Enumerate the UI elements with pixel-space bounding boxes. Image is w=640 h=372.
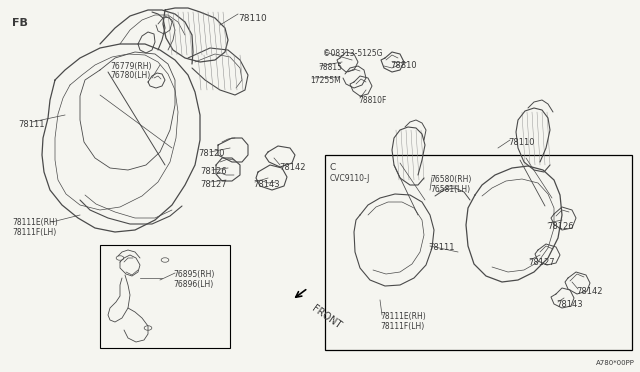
Text: 78810F: 78810F [358,96,387,105]
Text: 17255M: 17255M [310,76,340,85]
Text: C: C [330,163,336,172]
Text: 78111E(RH): 78111E(RH) [12,218,58,227]
Text: 78110: 78110 [238,14,267,23]
Text: 78142: 78142 [279,163,305,172]
Text: A780*00PP: A780*00PP [596,360,635,366]
Text: FB: FB [12,18,28,28]
Text: 76581(LH): 76581(LH) [430,185,470,194]
Text: 78111E(RH): 78111E(RH) [380,312,426,321]
Text: 78126: 78126 [547,222,573,231]
Text: 76779(RH): 76779(RH) [110,62,152,71]
Bar [325,155,632,350]
Bar [100,245,230,348]
Text: 78111: 78111 [428,243,454,252]
Text: 78142: 78142 [576,287,602,296]
Text: 76780(LH): 76780(LH) [110,71,150,80]
Text: 78111: 78111 [18,120,45,129]
Text: 78110: 78110 [508,138,534,147]
Text: 78143: 78143 [253,180,280,189]
Text: 78127: 78127 [200,180,227,189]
Text: 78143: 78143 [556,300,582,309]
Text: FRONT: FRONT [310,303,343,330]
Text: 78126: 78126 [200,167,227,176]
Text: 78127: 78127 [528,258,555,267]
Text: 76895(RH): 76895(RH) [173,270,214,279]
Text: 78810: 78810 [390,61,417,70]
Text: 78111F(LH): 78111F(LH) [12,228,56,237]
Text: ©08313-5125G: ©08313-5125G [323,49,383,58]
Text: 78111F(LH): 78111F(LH) [380,322,424,331]
Text: 78815: 78815 [318,63,342,72]
Text: 76896(LH): 76896(LH) [173,280,213,289]
Text: CVC9110-J: CVC9110-J [330,174,371,183]
Text: 78120: 78120 [198,149,225,158]
Text: 76580(RH): 76580(RH) [430,175,472,184]
